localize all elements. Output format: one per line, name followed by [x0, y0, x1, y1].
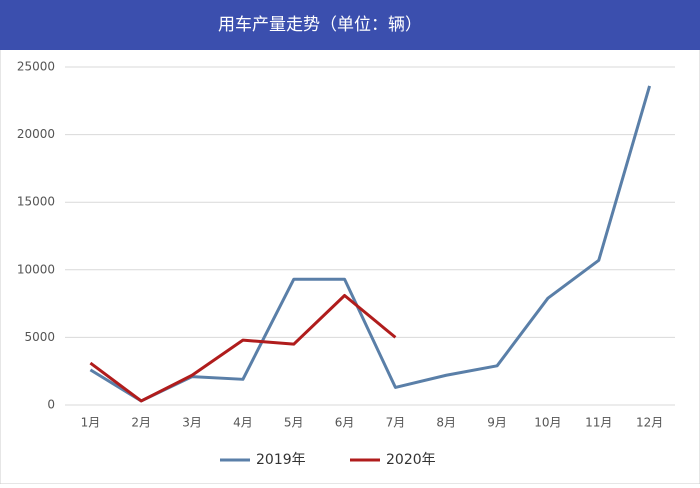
legend-label: 2019年	[256, 452, 306, 468]
x-tick-label: 4月	[233, 416, 253, 430]
x-tick-label: 2月	[131, 416, 151, 430]
series-line	[89, 293, 397, 403]
y-tick-label: 25000	[17, 60, 55, 74]
y-tick-label: 20000	[17, 127, 55, 141]
x-tick-label: 9月	[487, 416, 507, 430]
x-tick-label: 10月	[534, 416, 561, 430]
x-tick-label: 5月	[284, 416, 304, 430]
y-tick-label: 10000	[17, 262, 55, 276]
x-tick-label: 12月	[636, 416, 663, 430]
x-tick-label: 8月	[436, 416, 456, 430]
y-tick-label: 0	[47, 398, 55, 412]
chart-title: 用车产量走势（单位：辆）	[218, 15, 422, 35]
x-tick-label: 7月	[386, 416, 406, 430]
legend-label: 2020年	[386, 452, 436, 468]
title-bar	[0, 0, 700, 50]
x-tick-label: 6月	[335, 416, 355, 430]
y-tick-label: 15000	[17, 195, 55, 209]
x-tick-label: 1月	[81, 416, 101, 430]
x-tick-label: 11月	[585, 416, 612, 430]
y-tick-label: 5000	[24, 330, 55, 344]
x-tick-label: 3月	[182, 416, 202, 430]
